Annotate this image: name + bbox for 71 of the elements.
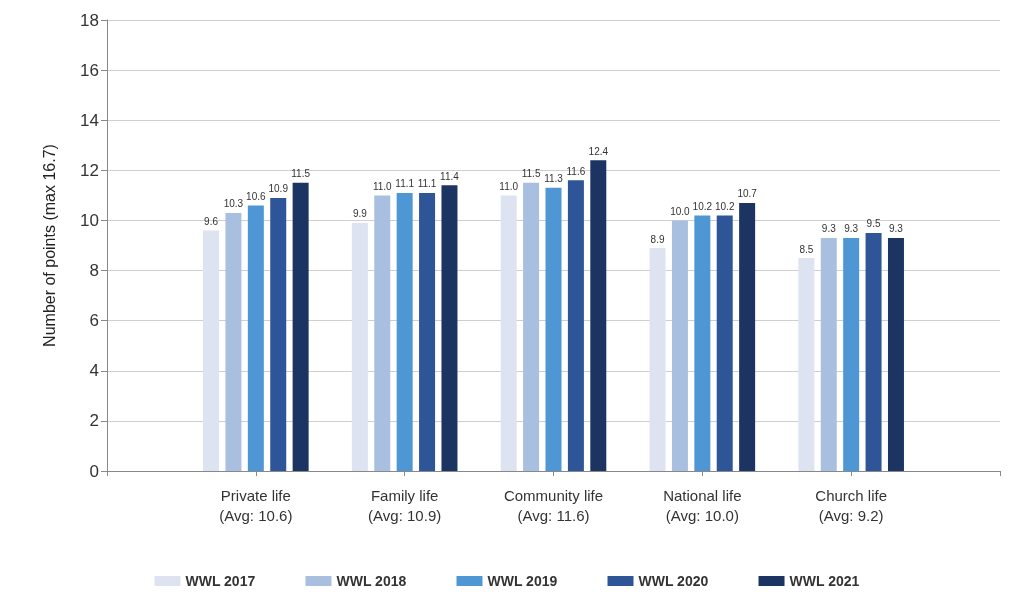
legend-label: WWL 2018 xyxy=(336,573,407,589)
data-label: 10.9 xyxy=(268,183,289,195)
bar xyxy=(270,197,287,471)
y-tick-label: 4 xyxy=(89,361,99,381)
data-label: 11.5 xyxy=(291,168,311,180)
data-label: 9.3 xyxy=(889,223,904,235)
bar xyxy=(567,180,584,471)
y-tick-label: 6 xyxy=(89,311,99,331)
data-label: 11.1 xyxy=(395,178,415,190)
bar xyxy=(798,258,815,471)
bar xyxy=(590,160,607,471)
bar xyxy=(716,215,733,471)
y-tick-label: 0 xyxy=(89,461,99,481)
data-label: 8.5 xyxy=(799,243,814,255)
y-tick-label: 16 xyxy=(80,60,99,80)
bar xyxy=(225,212,242,471)
y-tick-label: 10 xyxy=(80,210,99,230)
y-axis-title: Number of points (max 16.7) xyxy=(40,144,58,347)
data-label: 10.2 xyxy=(715,200,735,212)
data-label: 9.9 xyxy=(352,208,368,220)
data-label: 11.4 xyxy=(440,170,460,182)
data-label: 9.3 xyxy=(844,223,859,235)
x-tick-label: National life (Avg: 10.0) xyxy=(663,486,742,524)
bar xyxy=(441,185,458,471)
bar xyxy=(419,192,436,471)
data-label: 11.1 xyxy=(417,178,437,190)
legend-label: WWL 2020 xyxy=(638,573,709,589)
bar xyxy=(292,182,309,471)
y-tick-label: 8 xyxy=(89,261,99,281)
bar xyxy=(396,192,413,471)
data-label: 11.0 xyxy=(499,180,519,192)
bar xyxy=(739,202,756,471)
legend-label: WWL 2017 xyxy=(185,573,256,589)
y-tick-label: 12 xyxy=(80,160,99,180)
bar xyxy=(649,248,666,471)
data-label: 9.3 xyxy=(821,223,837,235)
x-tick-label: Private life (Avg: 10.6) xyxy=(219,486,293,524)
data-label: 10.6 xyxy=(246,190,266,202)
data-label: 11.0 xyxy=(372,180,393,192)
bar xyxy=(671,220,688,471)
bar xyxy=(523,182,540,471)
data-label: 11.3 xyxy=(544,173,564,185)
y-tick-label: 18 xyxy=(80,10,99,30)
bar xyxy=(351,222,368,471)
x-tick-label: Family life (Avg: 10.9) xyxy=(368,486,442,524)
bar xyxy=(500,195,517,471)
bar xyxy=(820,237,837,471)
data-label: 10.0 xyxy=(670,205,691,217)
y-tick-label: 14 xyxy=(80,110,99,130)
bar xyxy=(694,215,711,471)
data-label: 9.5 xyxy=(866,218,881,230)
data-label: 10.7 xyxy=(737,188,758,200)
bar xyxy=(865,232,882,471)
data-label: 10.2 xyxy=(692,200,713,212)
legend-label: WWL 2021 xyxy=(789,573,860,589)
x-tick-label: Community life (Avg: 11.6) xyxy=(503,486,604,524)
data-label: 8.9 xyxy=(650,233,665,245)
legend-label: WWL 2019 xyxy=(487,573,558,589)
bar xyxy=(545,187,562,471)
data-label: 9.6 xyxy=(204,215,219,227)
y-tick-label: 2 xyxy=(89,411,99,431)
bar xyxy=(887,237,904,471)
data-label: 11.5 xyxy=(521,168,541,180)
bar xyxy=(203,230,220,471)
x-tick-label: Church life (Avg: 9.2) xyxy=(815,486,888,524)
bar xyxy=(843,237,860,471)
bar xyxy=(374,195,391,471)
bar xyxy=(247,205,264,471)
data-label: 11.6 xyxy=(566,165,586,177)
data-label: 12.4 xyxy=(588,145,609,157)
data-label: 10.3 xyxy=(223,198,244,210)
